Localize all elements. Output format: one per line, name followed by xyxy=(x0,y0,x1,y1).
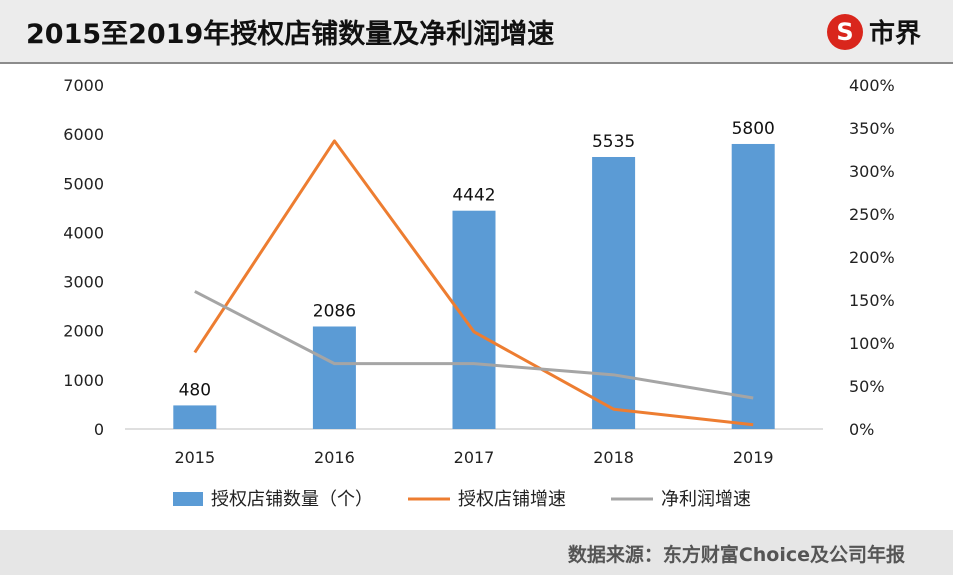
left-axis-tick-label: 5000 xyxy=(63,174,104,193)
right-axis-tick-label: 150% xyxy=(849,291,895,310)
data-labels: 480 2086 4442 5535 5800 xyxy=(179,119,775,400)
x-axis-tick-label: 2018 xyxy=(593,448,634,467)
left-axis-tick-label: 4000 xyxy=(63,223,104,242)
line-series xyxy=(193,139,754,427)
brand-logo-text: 市界 xyxy=(868,19,921,49)
header-bar: 2015至2019年授权店铺数量及净利润增速 S 市界 xyxy=(0,0,953,64)
right-axis-tick-label: 400% xyxy=(849,76,895,95)
right-axis-tick-label: 200% xyxy=(849,248,895,267)
chart-legend: 授权店铺数量（个） 授权店铺增速 净利润增速 xyxy=(173,489,751,510)
bar-value-label: 480 xyxy=(179,380,211,400)
brand-logo: S 市界 xyxy=(826,13,921,50)
left-axis-tick-label: 6000 xyxy=(63,125,104,144)
bar-value-label: 5535 xyxy=(592,132,635,152)
brand-logo-mark: S xyxy=(826,13,863,50)
right-axis-tick-label: 0% xyxy=(849,420,874,439)
data-source-note: 数据来源：东方财富Choice及公司年报 xyxy=(567,544,905,566)
left-axis-tick-label: 2000 xyxy=(63,322,104,341)
bar-stores-2015 xyxy=(173,405,217,429)
right-axis-tick-label: 350% xyxy=(849,119,895,138)
right-axis-tick-label: 100% xyxy=(849,334,895,353)
page-title: 2015至2019年授权店铺数量及净利润增速 xyxy=(26,19,555,50)
footer-bar: 数据来源：东方财富Choice及公司年报 xyxy=(0,530,953,575)
bar-stores-2018 xyxy=(592,156,636,429)
line-store-growth xyxy=(193,139,754,427)
left-axis-tick-label: 7000 xyxy=(63,76,104,95)
right-axis-tick-label: 50% xyxy=(849,377,885,396)
left-axis-tick-label: 1000 xyxy=(63,371,104,390)
bar-stores-2016 xyxy=(312,326,356,429)
right-axis-tick-label: 250% xyxy=(849,205,895,224)
bar-stores-2019 xyxy=(731,143,775,429)
x-axis-tick-label: 2019 xyxy=(733,448,774,467)
left-axis-tick-label: 3000 xyxy=(63,273,104,292)
left-axis-tick-label: 0 xyxy=(94,420,104,439)
x-axis-tick-label: 2017 xyxy=(454,448,495,467)
line-profit-growth xyxy=(194,290,754,400)
legend-label-profit-growth: 净利润增速 xyxy=(661,489,751,510)
right-axis-tick-label: 300% xyxy=(849,162,895,181)
bar-series xyxy=(173,143,775,429)
bar-value-label: 4442 xyxy=(452,186,495,206)
x-axis-tick-label: 2016 xyxy=(314,448,355,467)
x-axis-tick-label: 2015 xyxy=(174,448,215,467)
legend-label-store-growth: 授权店铺增速 xyxy=(458,489,566,510)
chart-axes: 0 1000 2000 3000 4000 5000 6000 7000 0% 50% 100% 15… xyxy=(63,76,894,467)
combo-chart: 0 1000 2000 3000 4000 5000 6000 7000 0% 50% 100% 15… xyxy=(63,76,894,510)
bar-stores-2017 xyxy=(452,210,496,429)
legend-swatch-stores xyxy=(173,492,203,506)
bar-value-label: 2086 xyxy=(313,301,356,321)
bar-value-label: 5800 xyxy=(732,119,775,139)
legend-label-stores: 授权店铺数量（个） xyxy=(211,489,373,510)
